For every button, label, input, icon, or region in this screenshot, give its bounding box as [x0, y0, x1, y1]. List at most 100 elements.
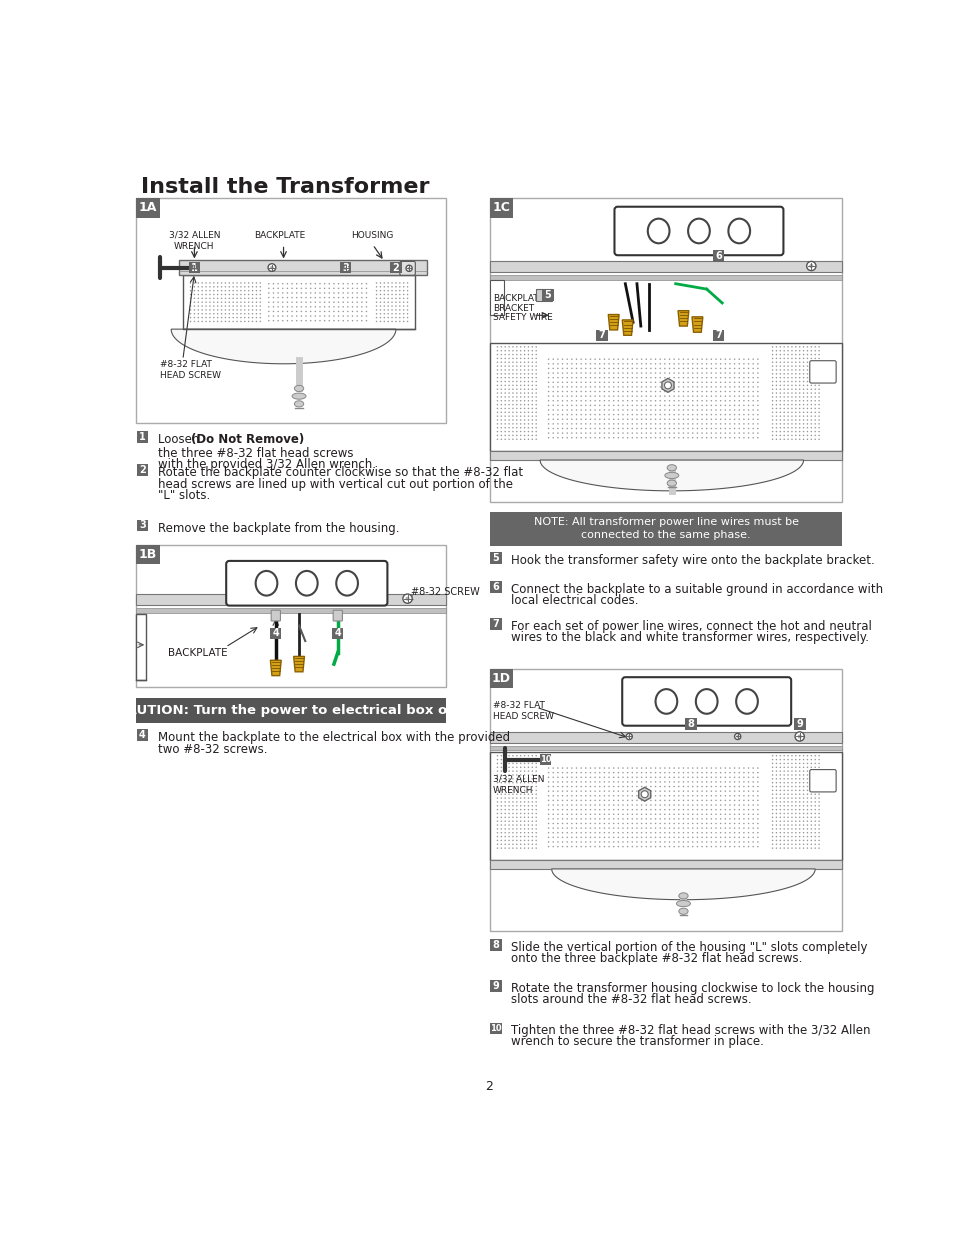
Circle shape — [645, 836, 646, 839]
Circle shape — [500, 802, 501, 803]
Circle shape — [500, 389, 501, 390]
Circle shape — [728, 836, 730, 839]
Circle shape — [512, 798, 513, 799]
Circle shape — [790, 798, 792, 799]
Circle shape — [668, 804, 670, 805]
Text: BACKPLATE: BACKPLATE — [169, 647, 228, 657]
Circle shape — [636, 363, 637, 364]
Circle shape — [519, 362, 521, 363]
Circle shape — [512, 758, 513, 761]
Circle shape — [775, 774, 777, 776]
Circle shape — [645, 804, 646, 805]
Circle shape — [213, 309, 214, 311]
Circle shape — [547, 827, 549, 829]
Circle shape — [631, 432, 633, 433]
Circle shape — [645, 799, 646, 802]
Circle shape — [738, 358, 740, 359]
Circle shape — [779, 346, 781, 347]
Circle shape — [775, 419, 777, 421]
Circle shape — [686, 424, 688, 425]
Circle shape — [236, 301, 237, 303]
Circle shape — [728, 405, 730, 406]
Circle shape — [682, 372, 683, 374]
Circle shape — [547, 818, 549, 820]
Circle shape — [360, 301, 362, 303]
Circle shape — [566, 432, 567, 433]
Circle shape — [790, 369, 792, 370]
Circle shape — [779, 350, 781, 352]
Circle shape — [682, 377, 683, 378]
Circle shape — [383, 301, 385, 303]
Circle shape — [723, 395, 725, 396]
Circle shape — [742, 377, 744, 378]
Circle shape — [516, 767, 517, 768]
Circle shape — [631, 390, 633, 393]
Circle shape — [663, 804, 665, 805]
Circle shape — [757, 419, 758, 420]
Circle shape — [645, 790, 646, 792]
Circle shape — [519, 813, 521, 814]
Circle shape — [252, 290, 253, 291]
Circle shape — [531, 389, 533, 390]
Circle shape — [337, 315, 339, 317]
Circle shape — [715, 836, 716, 839]
Circle shape — [678, 419, 679, 420]
Circle shape — [220, 301, 222, 303]
Circle shape — [248, 282, 249, 284]
Circle shape — [786, 844, 788, 845]
Circle shape — [786, 393, 788, 394]
Circle shape — [626, 782, 628, 783]
Circle shape — [594, 427, 596, 430]
Circle shape — [383, 321, 385, 322]
Circle shape — [794, 353, 796, 356]
Circle shape — [527, 763, 529, 764]
Circle shape — [640, 390, 641, 393]
Circle shape — [645, 424, 646, 425]
Circle shape — [571, 814, 572, 815]
Circle shape — [584, 809, 586, 810]
Circle shape — [244, 282, 245, 284]
Circle shape — [240, 305, 241, 306]
Circle shape — [557, 809, 558, 810]
Circle shape — [786, 424, 788, 425]
Circle shape — [640, 790, 641, 792]
Circle shape — [668, 841, 670, 842]
Circle shape — [668, 358, 670, 359]
Circle shape — [575, 358, 577, 359]
Circle shape — [508, 431, 509, 432]
Circle shape — [527, 369, 529, 370]
Circle shape — [779, 369, 781, 370]
Circle shape — [598, 823, 599, 824]
Circle shape — [519, 396, 521, 398]
Circle shape — [779, 813, 781, 814]
Circle shape — [818, 816, 819, 818]
Circle shape — [557, 382, 558, 383]
Circle shape — [512, 789, 513, 792]
Circle shape — [818, 824, 819, 826]
Circle shape — [575, 804, 577, 805]
Circle shape — [710, 390, 711, 393]
Circle shape — [527, 358, 529, 359]
Circle shape — [516, 802, 517, 803]
Circle shape — [728, 799, 730, 802]
Circle shape — [508, 836, 509, 837]
Circle shape — [603, 785, 604, 787]
Circle shape — [508, 419, 509, 421]
Circle shape — [626, 368, 628, 369]
Circle shape — [715, 823, 716, 824]
Circle shape — [575, 409, 577, 411]
Circle shape — [612, 799, 614, 802]
Circle shape — [504, 793, 505, 795]
Circle shape — [742, 400, 744, 401]
Circle shape — [636, 782, 637, 783]
Circle shape — [523, 805, 525, 806]
Circle shape — [500, 411, 501, 412]
Circle shape — [733, 363, 735, 364]
Circle shape — [668, 827, 670, 829]
Circle shape — [742, 846, 744, 847]
Circle shape — [798, 438, 800, 440]
Circle shape — [531, 369, 533, 370]
Circle shape — [814, 824, 815, 826]
Circle shape — [794, 763, 796, 764]
Circle shape — [673, 767, 674, 769]
